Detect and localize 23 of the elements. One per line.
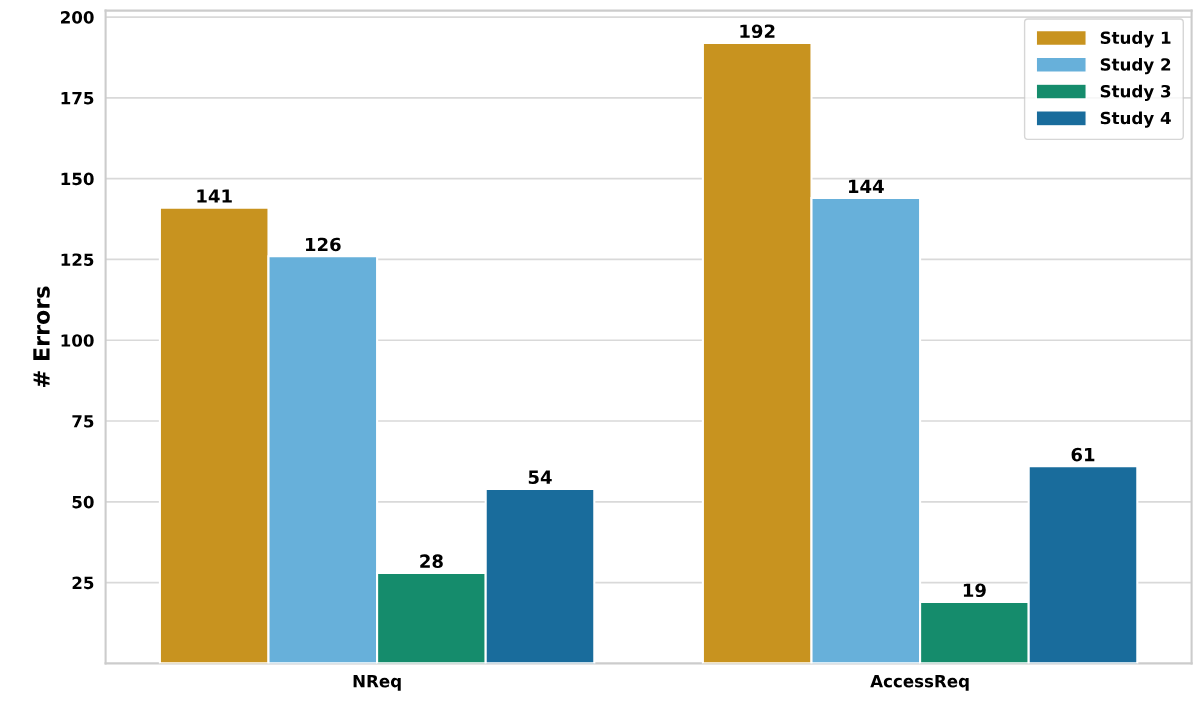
y-tick-label: 75 [72, 415, 94, 428]
data-label: 19 [963, 583, 986, 598]
x-tick-label: NReq [353, 675, 401, 691]
legend-label: Study 4 [1100, 111, 1171, 128]
y-tick-label: 150 [61, 172, 94, 186]
y-tick-label: 175 [61, 92, 94, 105]
data-label: 54 [528, 470, 552, 484]
y-tick-label: 100 [61, 334, 94, 347]
legend-label: Study 1 [1100, 31, 1171, 48]
data-label: 141 [197, 189, 232, 203]
y-tick-label: 50 [72, 495, 94, 509]
x-tick-label: AccessReq [870, 675, 969, 691]
y-tick-label: 25 [72, 576, 94, 590]
y-tick-label: 125 [61, 253, 94, 267]
legend-label: Study 3 [1100, 84, 1171, 101]
data-label: 28 [420, 554, 443, 569]
legend-label: Study 2 [1100, 57, 1171, 75]
data-label: 144 [848, 179, 884, 193]
y-axis-title: # Errors [33, 286, 50, 387]
data-label: 192 [740, 24, 775, 39]
data-label: 61 [1071, 447, 1095, 462]
y-tick-label: 200 [61, 11, 94, 24]
data-label: 126 [305, 237, 341, 252]
